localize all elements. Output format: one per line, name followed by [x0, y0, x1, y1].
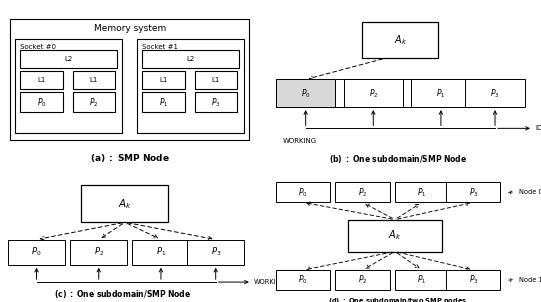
- Text: IDLE: IDLE: [536, 125, 541, 131]
- Text: $P_0$: $P_0$: [301, 87, 311, 100]
- Text: $P_3$: $P_3$: [210, 246, 221, 259]
- Bar: [72, 92, 115, 112]
- Text: $P_2$: $P_2$: [94, 246, 104, 259]
- Bar: [81, 185, 168, 222]
- Bar: [10, 19, 249, 140]
- Bar: [344, 79, 403, 107]
- Bar: [411, 79, 471, 107]
- Text: $P_1$: $P_1$: [417, 274, 427, 286]
- Bar: [276, 79, 519, 107]
- Text: Socket #1: Socket #1: [142, 44, 179, 50]
- Text: Memory system: Memory system: [94, 24, 166, 34]
- Bar: [348, 220, 443, 252]
- Bar: [465, 79, 525, 107]
- Text: $\mathbf{(c)\ :\ One\ subdomain/SMP\ Node}$: $\mathbf{(c)\ :\ One\ subdomain/SMP\ Nod…: [54, 288, 191, 300]
- Text: $P_1$: $P_1$: [159, 96, 168, 108]
- Bar: [446, 270, 500, 290]
- Bar: [21, 50, 117, 68]
- Text: $\mathbf{(a)\ :\ SMP\ Node}$: $\mathbf{(a)\ :\ SMP\ Node}$: [90, 152, 170, 164]
- Text: Node 1: Node 1: [519, 277, 541, 283]
- Bar: [335, 182, 390, 202]
- Bar: [276, 79, 335, 107]
- Bar: [70, 239, 127, 265]
- Bar: [446, 182, 500, 202]
- Text: $P_0$: $P_0$: [37, 96, 47, 108]
- Bar: [395, 270, 449, 290]
- Bar: [395, 182, 449, 202]
- Bar: [276, 182, 330, 202]
- Text: $P_1$: $P_1$: [436, 87, 446, 100]
- Text: $P_3$: $P_3$: [490, 87, 500, 100]
- Text: $P_1$: $P_1$: [156, 246, 166, 259]
- Bar: [142, 71, 184, 89]
- Text: $P_3$: $P_3$: [211, 96, 221, 108]
- Bar: [72, 71, 115, 89]
- Text: $\mathbf{(b)\ :\ One\ subdomain/SMP\ Node}$: $\mathbf{(b)\ :\ One\ subdomain/SMP\ Nod…: [328, 153, 467, 165]
- Bar: [187, 239, 245, 265]
- Bar: [15, 39, 122, 133]
- Bar: [137, 39, 245, 133]
- Text: $P_3$: $P_3$: [469, 274, 478, 286]
- Text: $A_k$: $A_k$: [394, 34, 407, 47]
- Bar: [335, 270, 390, 290]
- Bar: [142, 92, 184, 112]
- Bar: [195, 92, 237, 112]
- Bar: [362, 22, 438, 58]
- Text: $P_2$: $P_2$: [358, 274, 367, 286]
- Text: WORKING: WORKING: [283, 138, 318, 144]
- Text: $P_2$: $P_2$: [368, 87, 378, 100]
- Text: L2: L2: [187, 56, 195, 62]
- Text: $P_0$: $P_0$: [298, 274, 308, 286]
- Bar: [142, 50, 239, 68]
- Text: $A_k$: $A_k$: [118, 197, 132, 210]
- Bar: [276, 270, 330, 290]
- Text: $P_1$: $P_1$: [417, 186, 427, 199]
- Text: Node 0: Node 0: [519, 189, 541, 195]
- Text: L1: L1: [212, 77, 220, 83]
- Bar: [21, 71, 63, 89]
- Text: $P_0$: $P_0$: [31, 246, 42, 259]
- Text: Socket #0: Socket #0: [21, 44, 56, 50]
- Bar: [8, 239, 65, 265]
- Bar: [133, 239, 189, 265]
- Text: $P_0$: $P_0$: [298, 186, 308, 199]
- Text: L1: L1: [90, 77, 98, 83]
- Text: $P_2$: $P_2$: [89, 96, 98, 108]
- Text: $P_2$: $P_2$: [358, 186, 367, 199]
- Text: L1: L1: [159, 77, 168, 83]
- Text: WORKING: WORKING: [254, 279, 287, 285]
- Bar: [195, 71, 237, 89]
- Text: $P_3$: $P_3$: [469, 186, 478, 199]
- Bar: [21, 92, 63, 112]
- Text: L1: L1: [37, 77, 45, 83]
- Text: $\mathbf{(d)\ :\ One\ subdomain/two\ SMP\ nodes}$: $\mathbf{(d)\ :\ One\ subdomain/two\ SMP…: [328, 296, 467, 302]
- Text: L2: L2: [65, 56, 73, 62]
- Text: $A_k$: $A_k$: [388, 229, 401, 243]
